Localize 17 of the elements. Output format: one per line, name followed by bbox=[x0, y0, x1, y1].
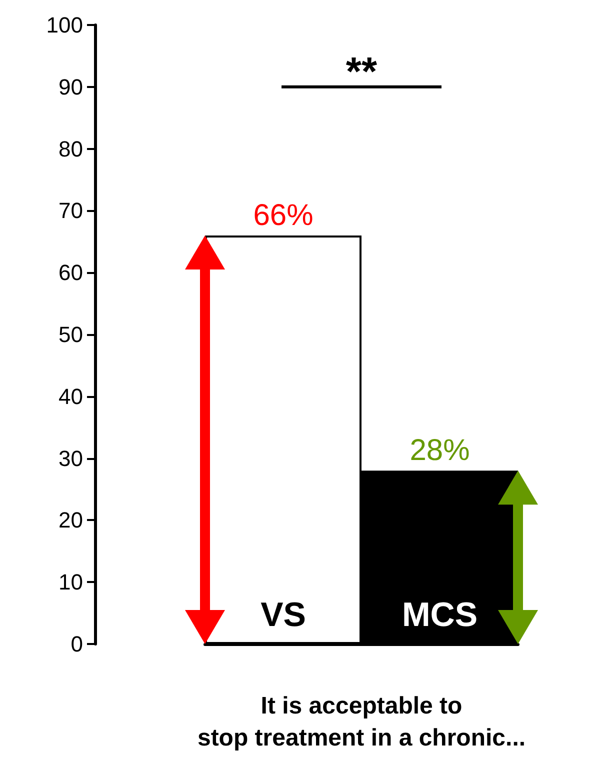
y-tick-label: 100 bbox=[46, 12, 83, 38]
y-tick-label: 20 bbox=[58, 508, 83, 533]
y-tick-label: 0 bbox=[70, 632, 83, 656]
y-tick-label: 90 bbox=[58, 74, 83, 100]
y-tick-label: 80 bbox=[58, 136, 83, 162]
x-tick-label: MCS bbox=[402, 596, 478, 634]
x-tick-label: VS bbox=[260, 596, 306, 634]
annotation: ** bbox=[346, 50, 378, 94]
y-tick-label: 70 bbox=[58, 198, 83, 224]
y-tick-label: 50 bbox=[58, 322, 83, 347]
data-label: 28% bbox=[410, 434, 470, 468]
x-axis-title: It is acceptable to stop treatment in a chronic... bbox=[197, 692, 526, 752]
y-tick-label: 40 bbox=[58, 384, 83, 409]
y-tick-label: 30 bbox=[58, 446, 83, 471]
data-label: 66% bbox=[253, 198, 314, 232]
y-tick-label: 60 bbox=[58, 260, 83, 286]
y-tick-label: 10 bbox=[58, 570, 83, 595]
